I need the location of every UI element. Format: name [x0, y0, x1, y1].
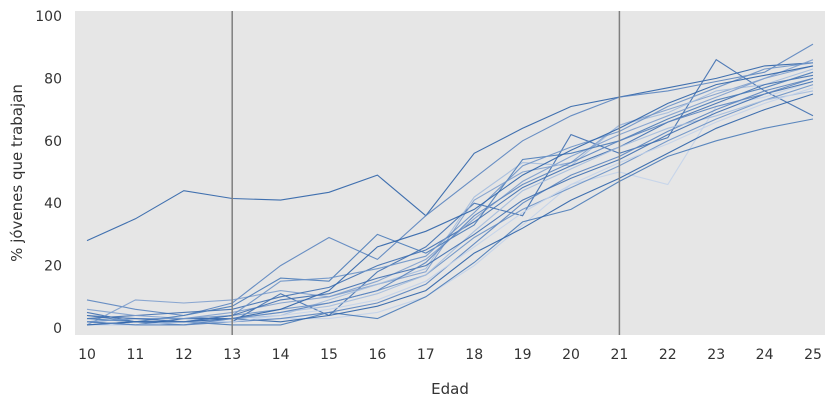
x-tick-label: 18	[465, 347, 483, 363]
y-axis-ticks: 0 20 40 60 80 100	[35, 9, 62, 337]
x-tick-label: 20	[562, 347, 580, 363]
x-tick-label: 25	[804, 347, 822, 363]
y-tick-label: 40	[44, 196, 62, 212]
series-line	[86, 77, 814, 326]
y-tick-label: 0	[53, 321, 62, 337]
x-tick-label: 23	[707, 347, 725, 363]
x-tick-label: 17	[417, 347, 435, 363]
y-tick-label: 100	[35, 9, 62, 25]
y-tick-label: 60	[44, 134, 62, 150]
x-tick-label: 24	[756, 347, 774, 363]
x-tick-label: 16	[368, 347, 386, 363]
y-axis-label: % jóvenes que trabajan	[8, 84, 26, 262]
x-tick-label: 10	[78, 347, 96, 363]
x-tick-label: 12	[175, 347, 193, 363]
reference-lines	[231, 11, 621, 335]
x-axis-ticks: 10 11 12 13 14 15 16 17 18 19 20 21 22 23 24 25	[78, 347, 822, 363]
x-tick-label: 22	[659, 347, 677, 363]
x-tick-label: 13	[223, 347, 241, 363]
y-tick-label: 80	[44, 71, 62, 87]
series-lines	[86, 43, 814, 326]
x-tick-label: 11	[126, 347, 144, 363]
series-line	[86, 43, 814, 317]
x-tick-label: 15	[320, 347, 338, 363]
x-tick-label: 19	[514, 347, 532, 363]
plot-area-background	[75, 11, 825, 335]
x-axis-label: Edad	[431, 380, 469, 398]
series-line	[86, 80, 814, 323]
series-line	[86, 62, 814, 242]
y-tick-label: 20	[44, 259, 62, 275]
series-line	[86, 62, 814, 323]
x-tick-label: 21	[610, 347, 628, 363]
x-tick-label: 14	[272, 347, 290, 363]
series-line	[86, 65, 814, 326]
